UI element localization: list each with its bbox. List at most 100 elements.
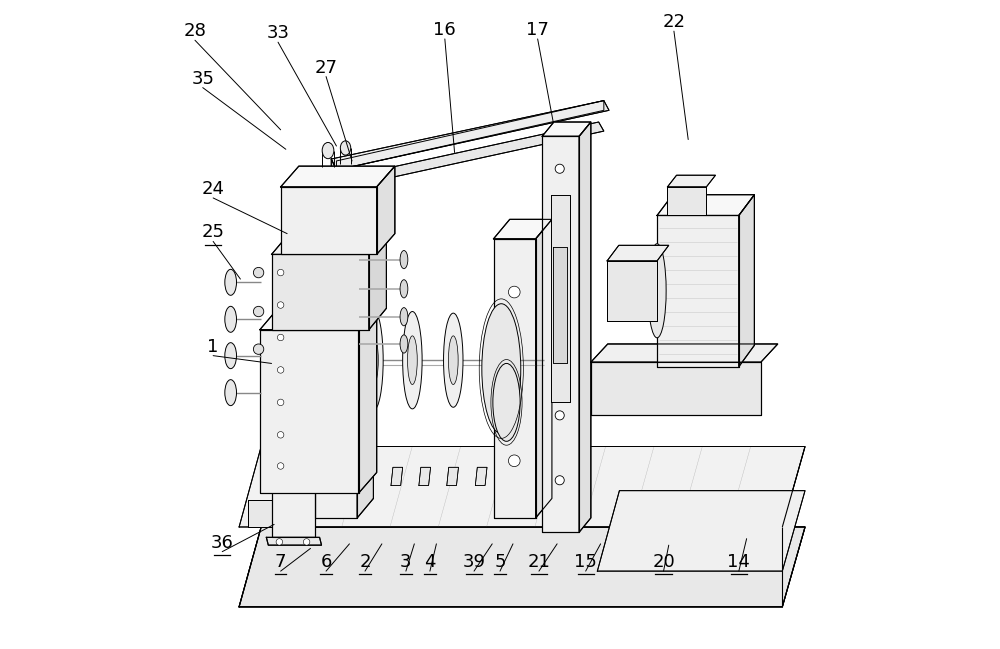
Polygon shape [739, 195, 754, 367]
Polygon shape [542, 136, 579, 532]
Ellipse shape [364, 310, 383, 411]
Polygon shape [281, 187, 377, 254]
Polygon shape [331, 159, 336, 190]
Polygon shape [315, 239, 357, 518]
Circle shape [555, 216, 564, 225]
Polygon shape [272, 234, 386, 254]
Ellipse shape [225, 343, 237, 369]
Polygon shape [248, 500, 272, 527]
Circle shape [508, 286, 520, 298]
Circle shape [555, 346, 564, 355]
Polygon shape [494, 219, 552, 239]
Circle shape [277, 432, 284, 438]
Polygon shape [607, 261, 657, 321]
Polygon shape [272, 488, 315, 537]
Polygon shape [331, 101, 609, 170]
Polygon shape [239, 527, 805, 607]
Circle shape [277, 367, 284, 373]
Polygon shape [607, 245, 669, 261]
Circle shape [331, 286, 342, 298]
Circle shape [277, 334, 284, 341]
Text: 15: 15 [574, 553, 597, 571]
Polygon shape [266, 537, 322, 545]
Text: 1: 1 [207, 337, 219, 356]
Circle shape [276, 539, 283, 545]
Ellipse shape [225, 306, 237, 332]
Polygon shape [331, 122, 604, 190]
Text: 22: 22 [662, 13, 685, 31]
Polygon shape [419, 467, 431, 485]
Circle shape [277, 399, 284, 406]
Polygon shape [281, 166, 395, 187]
Ellipse shape [322, 142, 334, 158]
Text: 25: 25 [202, 223, 225, 241]
Text: 6: 6 [320, 553, 332, 571]
Polygon shape [475, 467, 487, 485]
Circle shape [508, 455, 520, 467]
Text: 5: 5 [494, 553, 506, 571]
Polygon shape [657, 215, 739, 367]
Polygon shape [553, 247, 567, 363]
Ellipse shape [482, 304, 521, 434]
Polygon shape [369, 234, 386, 330]
Circle shape [303, 539, 310, 545]
Text: 39: 39 [463, 553, 486, 571]
Ellipse shape [448, 336, 458, 384]
Text: 3: 3 [400, 553, 412, 571]
Polygon shape [494, 239, 536, 518]
Ellipse shape [400, 335, 408, 353]
Polygon shape [377, 166, 395, 254]
Ellipse shape [340, 141, 351, 155]
Polygon shape [591, 362, 761, 415]
Ellipse shape [444, 313, 463, 408]
Circle shape [253, 344, 264, 354]
Ellipse shape [400, 251, 408, 269]
Polygon shape [315, 219, 373, 239]
Polygon shape [579, 122, 591, 532]
Circle shape [508, 371, 520, 382]
Ellipse shape [369, 336, 378, 384]
Polygon shape [667, 175, 715, 187]
Polygon shape [336, 101, 604, 170]
Text: 33: 33 [267, 24, 290, 42]
Text: 20: 20 [652, 553, 675, 571]
Text: 7: 7 [275, 553, 286, 571]
Text: 21: 21 [528, 553, 550, 571]
Polygon shape [597, 491, 805, 571]
Text: 24: 24 [202, 180, 225, 198]
Circle shape [253, 267, 264, 278]
Circle shape [555, 281, 564, 290]
Circle shape [253, 306, 264, 317]
Text: 17: 17 [526, 21, 549, 39]
Polygon shape [447, 467, 458, 485]
Text: 27: 27 [315, 58, 338, 77]
Text: 16: 16 [433, 21, 456, 39]
Ellipse shape [408, 336, 417, 384]
Ellipse shape [403, 312, 422, 409]
Ellipse shape [225, 269, 237, 295]
Polygon shape [536, 219, 552, 518]
Text: 2: 2 [359, 553, 371, 571]
Polygon shape [239, 447, 805, 527]
Text: 36: 36 [211, 533, 234, 552]
Circle shape [331, 371, 342, 382]
Polygon shape [591, 344, 778, 362]
Polygon shape [239, 527, 805, 607]
Ellipse shape [400, 308, 408, 326]
Polygon shape [657, 195, 754, 215]
Polygon shape [667, 187, 706, 215]
Circle shape [555, 476, 564, 485]
Ellipse shape [493, 363, 520, 441]
Ellipse shape [225, 380, 237, 406]
Polygon shape [542, 122, 591, 136]
Circle shape [277, 269, 284, 276]
Polygon shape [260, 308, 377, 330]
Circle shape [555, 411, 564, 420]
Circle shape [277, 463, 284, 469]
Polygon shape [260, 330, 359, 493]
Text: 14: 14 [727, 553, 750, 571]
Text: 35: 35 [191, 69, 214, 88]
Ellipse shape [648, 243, 666, 337]
Polygon shape [357, 219, 373, 518]
Polygon shape [391, 467, 403, 485]
